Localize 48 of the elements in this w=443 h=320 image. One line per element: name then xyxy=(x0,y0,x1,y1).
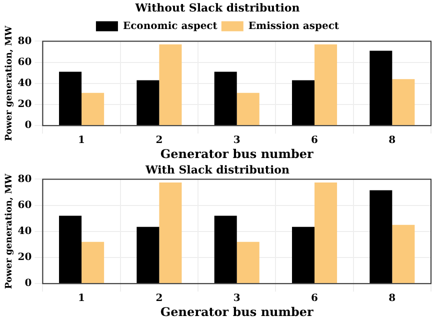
x-tick-label: 6 xyxy=(311,293,318,304)
bar xyxy=(59,216,82,284)
bar xyxy=(292,226,315,284)
legend-label: Emission aspect xyxy=(248,20,340,32)
y-tick-label: 80 xyxy=(18,174,32,185)
bar xyxy=(370,190,392,284)
x-tick-label: 2 xyxy=(156,293,163,304)
bar xyxy=(370,50,392,126)
bar xyxy=(314,44,338,126)
x-tick-label: 8 xyxy=(388,293,396,304)
bar xyxy=(159,182,182,284)
y-axis-title: Power generation, MW xyxy=(4,172,15,289)
x-tick-label: 1 xyxy=(78,135,86,146)
bar xyxy=(214,216,237,284)
bar xyxy=(392,224,415,284)
y-tick-label: 80 xyxy=(18,36,32,47)
x-tick-label: 1 xyxy=(78,293,86,304)
y-tick-label: 0 xyxy=(24,278,32,290)
x-tick-label: 6 xyxy=(311,135,318,146)
y-tick-label: 40 xyxy=(18,226,32,237)
y-tick-label: 20 xyxy=(18,99,32,110)
x-tick-label: 3 xyxy=(233,135,240,146)
bar xyxy=(392,79,415,126)
bar xyxy=(214,72,237,126)
y-axis-title: Power generation, MW xyxy=(4,24,15,141)
x-axis-title: Generator bus number xyxy=(160,146,314,161)
bar xyxy=(236,92,260,126)
x-tick-label: 2 xyxy=(156,135,163,146)
x-tick-label: 8 xyxy=(388,135,396,146)
y-tick-label: 20 xyxy=(18,252,32,264)
bar xyxy=(136,80,160,126)
y-tick-label: 60 xyxy=(18,200,32,211)
chart-title: With Slack distribution xyxy=(144,163,290,176)
bar xyxy=(136,226,160,284)
y-tick-label: 40 xyxy=(18,78,32,89)
x-axis-title: Generator bus number xyxy=(160,304,314,319)
bar xyxy=(59,72,82,126)
bar xyxy=(314,182,338,284)
bar xyxy=(236,242,260,284)
chart-title: Without Slack distribution xyxy=(134,1,300,14)
bar xyxy=(292,80,315,126)
bar xyxy=(82,92,104,126)
x-tick-label: 3 xyxy=(233,293,240,304)
bar xyxy=(82,242,104,284)
y-tick-label: 60 xyxy=(18,56,32,68)
legend-label: Economic aspect xyxy=(122,20,218,32)
bar xyxy=(159,44,182,126)
y-tick-label: 0 xyxy=(24,120,32,132)
